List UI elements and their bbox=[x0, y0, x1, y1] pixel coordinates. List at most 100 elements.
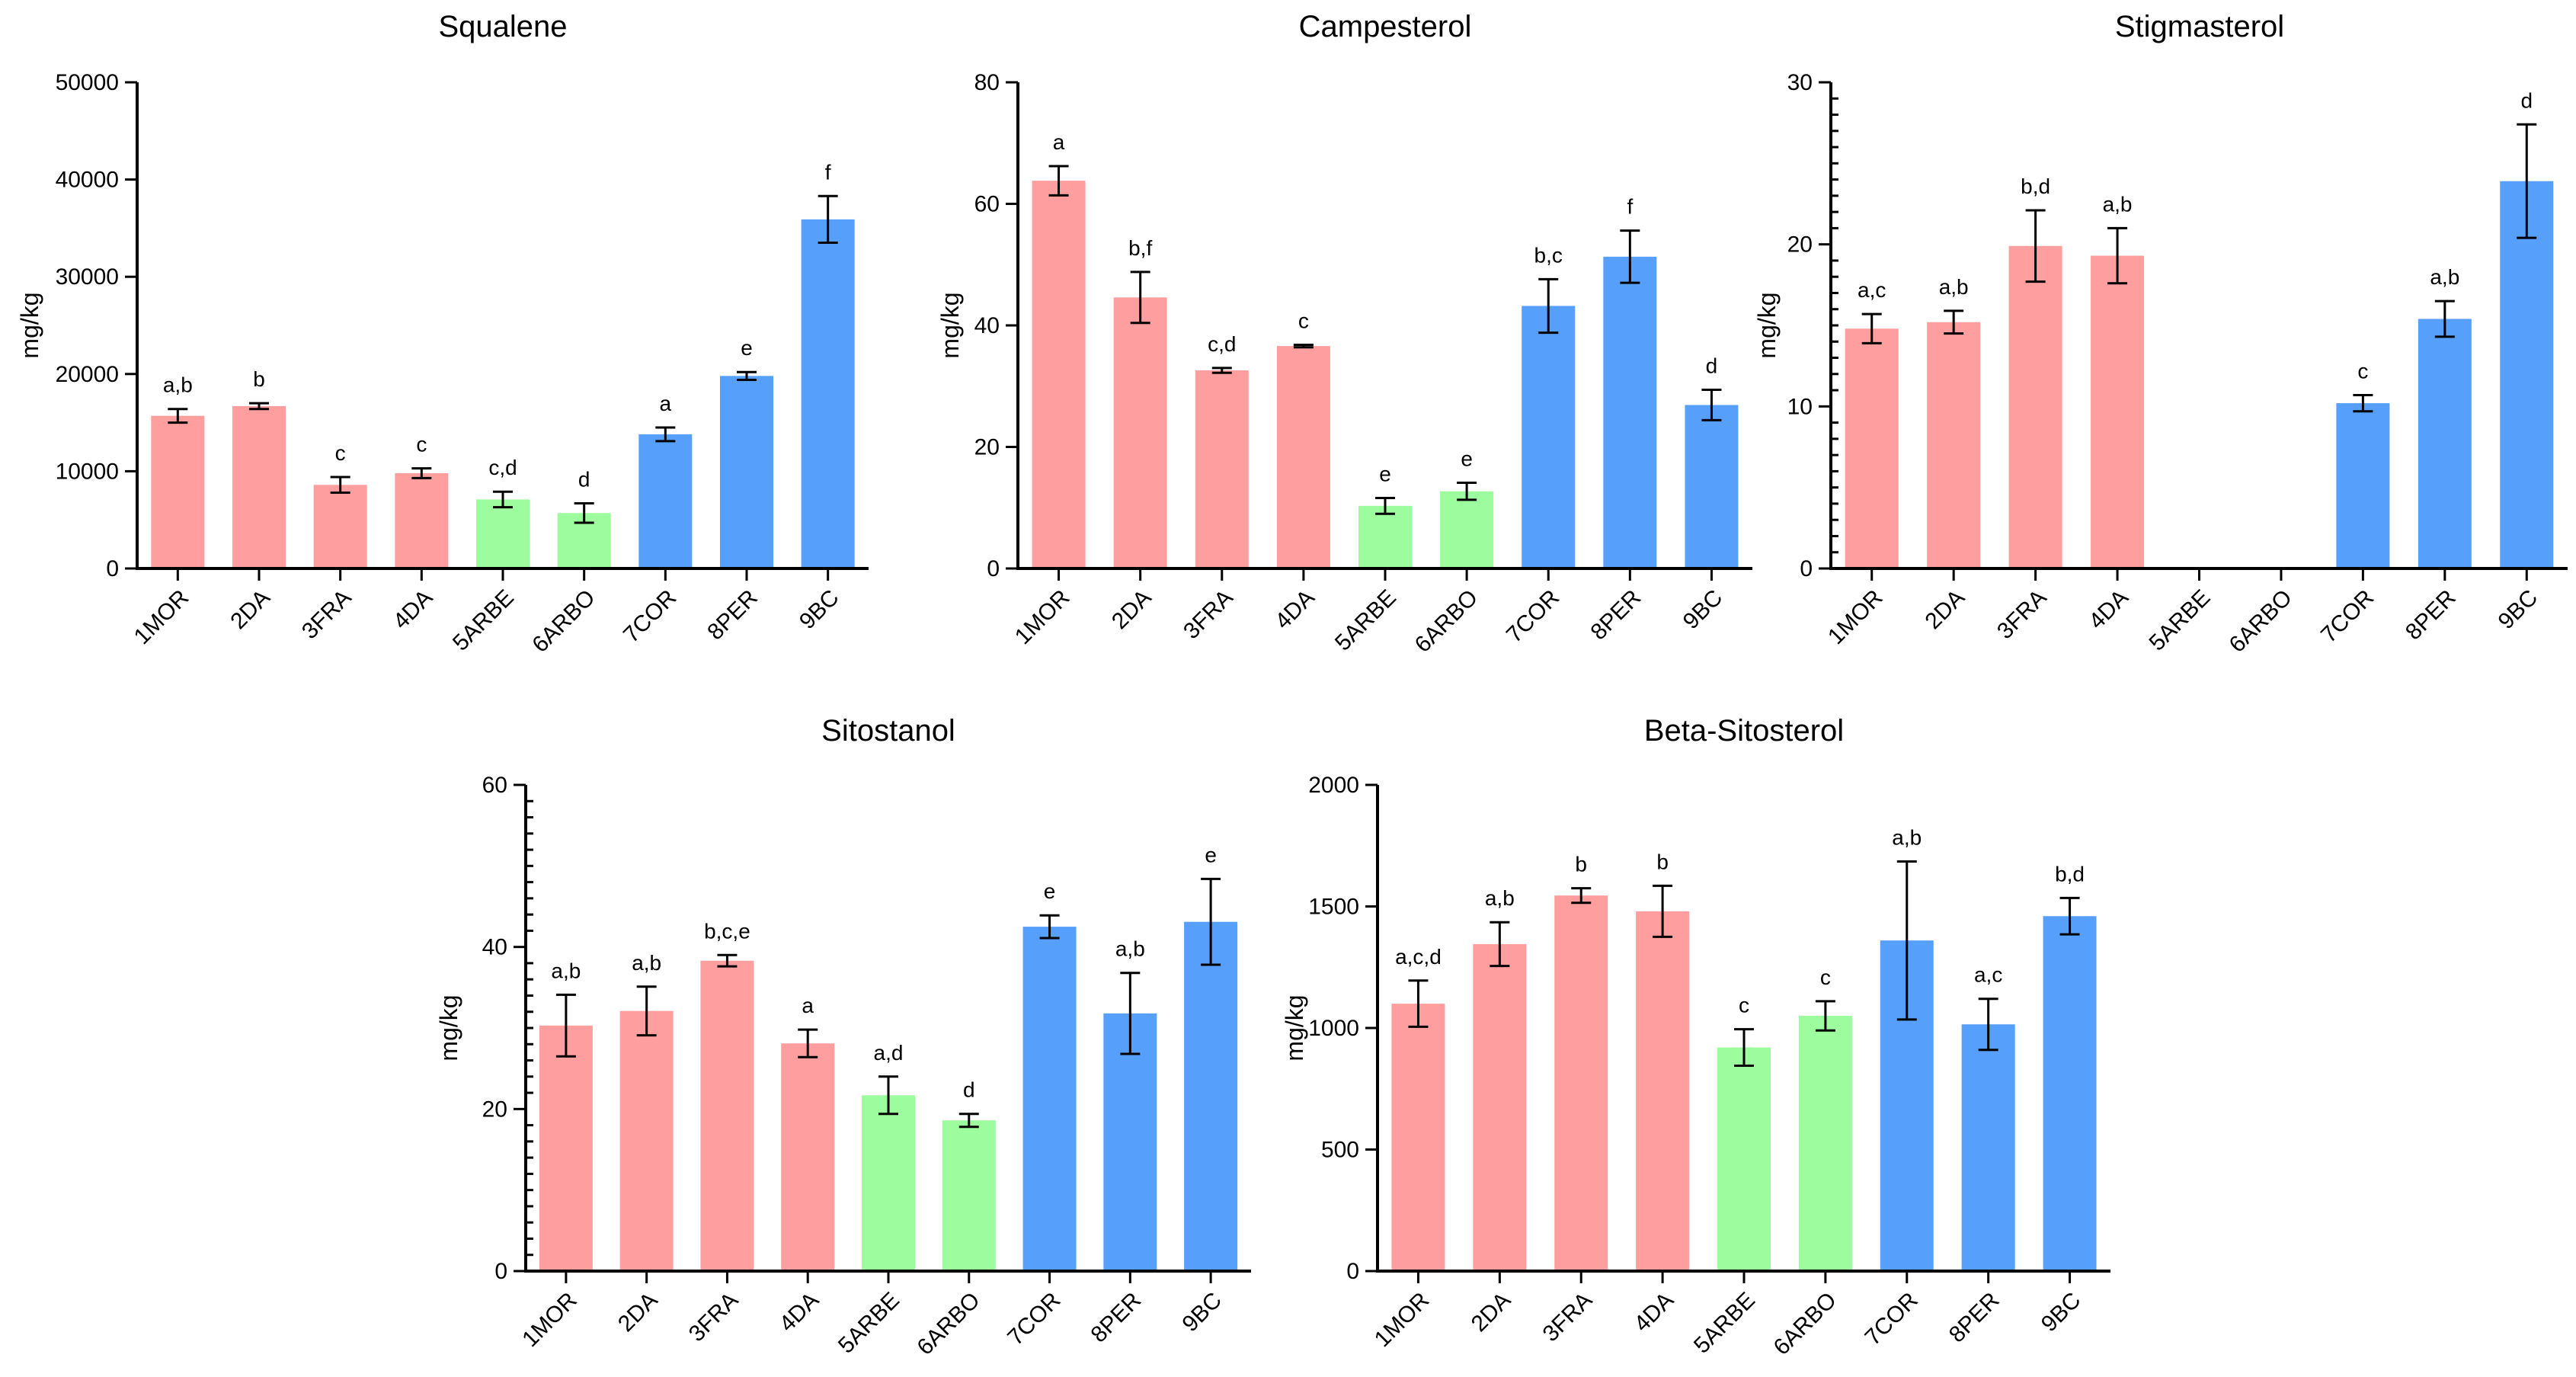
y-tick-label: 60 bbox=[974, 192, 1000, 217]
x-tick-label: 2DA bbox=[1921, 585, 1970, 635]
significance-label: c bbox=[1820, 966, 1831, 989]
x-tick-label: 8PER bbox=[702, 585, 763, 645]
y-tick-label: 50000 bbox=[56, 70, 119, 95]
significance-label: a,b bbox=[163, 373, 193, 397]
x-tick-label: 7COR bbox=[1860, 1288, 1922, 1350]
significance-label: e bbox=[1379, 462, 1391, 485]
beta-sitosterol-chart: Beta-Sitosterol mg/kg a,c,d 1MOR a,b 2DA b 3FRA… bbox=[1281, 714, 2110, 1360]
bar bbox=[619, 1010, 674, 1271]
bar bbox=[1927, 322, 1981, 568]
significance-label: b bbox=[253, 367, 265, 391]
y-tick-label: 40 bbox=[482, 935, 507, 960]
sitostanol-chart: Sitostanol mg/kg a,b 1MOR a,b 2DA b,c,e 3FRA a 4D… bbox=[435, 714, 1251, 1360]
significance-label: c bbox=[416, 433, 427, 456]
bar bbox=[1522, 306, 1576, 568]
x-tick-label: 9BC bbox=[1177, 1288, 1227, 1337]
significance-label: d bbox=[1706, 354, 1718, 378]
significance-label: e bbox=[1044, 879, 1056, 903]
bar bbox=[539, 1025, 593, 1271]
significance-label: a,d bbox=[874, 1041, 904, 1065]
significance-label: b,d bbox=[2055, 862, 2085, 885]
bar bbox=[1473, 943, 1527, 1271]
bar bbox=[1440, 491, 1494, 568]
x-tick-label: 5ARBE bbox=[834, 1288, 904, 1359]
significance-label: a bbox=[660, 392, 672, 415]
y-tick-label: 20 bbox=[482, 1097, 507, 1122]
x-tick-label: 6ARBO bbox=[912, 1288, 984, 1360]
bar bbox=[1603, 256, 1657, 568]
x-tick-label: 3FRA bbox=[1538, 1288, 1598, 1347]
significance-label: e bbox=[1205, 843, 1217, 866]
x-tick-label: 3FRA bbox=[684, 1288, 744, 1347]
significance-label: c bbox=[1298, 309, 1309, 333]
y-tick-label: 1000 bbox=[1308, 1016, 1359, 1041]
bar bbox=[2500, 181, 2554, 568]
bar bbox=[1113, 297, 1167, 568]
significance-label: a,c bbox=[1858, 278, 1886, 302]
x-tick-label: 7COR bbox=[619, 585, 681, 648]
x-tick-label: 2DA bbox=[1107, 585, 1157, 635]
bar bbox=[638, 434, 693, 568]
bar bbox=[1685, 405, 1739, 568]
bar bbox=[1798, 1016, 1852, 1271]
x-tick-label: 1MOR bbox=[1010, 585, 1075, 650]
significance-label: a,b bbox=[1939, 275, 1969, 299]
bar bbox=[232, 405, 286, 568]
significance-label: d bbox=[2520, 88, 2533, 112]
y-tick-label: 0 bbox=[494, 1259, 507, 1284]
x-tick-label: 3FRA bbox=[1992, 585, 2052, 645]
y-axis-label: mg/kg bbox=[16, 292, 43, 358]
y-tick-label: 20 bbox=[974, 435, 1000, 460]
y-axis-label: mg/kg bbox=[435, 994, 462, 1061]
bar bbox=[1276, 346, 1330, 568]
bar bbox=[2008, 245, 2062, 568]
bar bbox=[476, 499, 530, 568]
significance-label: a,b bbox=[551, 959, 581, 982]
x-tick-label: 8PER bbox=[1586, 585, 1646, 645]
y-tick-label: 20000 bbox=[56, 362, 119, 387]
x-tick-label: 5ARBE bbox=[448, 585, 519, 656]
x-tick-label: 7COR bbox=[1003, 1288, 1065, 1350]
bar bbox=[942, 1120, 996, 1271]
bar bbox=[2336, 403, 2390, 568]
squalene-chart: Squalene mg/kg a,b 1MOR b 2DA c 3FRA c 4DA c,d 5ARB… bbox=[16, 10, 869, 658]
significance-label: b,c,e bbox=[704, 919, 750, 943]
significance-label: e bbox=[1461, 447, 1473, 471]
bar bbox=[1636, 911, 1690, 1271]
significance-label: a,c bbox=[1974, 963, 2002, 987]
bar bbox=[801, 219, 855, 568]
y-tick-label: 10 bbox=[1787, 394, 1813, 419]
x-tick-label: 2DA bbox=[226, 585, 275, 635]
y-tick-label: 30 bbox=[1787, 70, 1813, 95]
significance-label: c bbox=[2357, 359, 2368, 383]
x-tick-label: 4DA bbox=[775, 1288, 824, 1337]
y-axis-label: mg/kg bbox=[936, 292, 964, 358]
significance-label: b,f bbox=[1128, 236, 1152, 260]
significance-label: d bbox=[578, 468, 590, 492]
significance-label: b,c bbox=[1534, 243, 1563, 267]
significance-label: a,b bbox=[2103, 192, 2133, 216]
stigmasterol-chart: Stigmasterol mg/kg a,c 1MOR a,b 2DA b,d 3FRA a,b… bbox=[1753, 10, 2568, 658]
bar bbox=[1717, 1047, 1771, 1271]
y-tick-label: 40 bbox=[974, 313, 1000, 338]
y-tick-label: 40000 bbox=[56, 168, 119, 193]
y-tick-label: 0 bbox=[1800, 556, 1813, 581]
significance-label: f bbox=[825, 160, 831, 184]
significance-label: a,b bbox=[1115, 937, 1145, 961]
significance-label: a bbox=[1053, 130, 1065, 154]
bar bbox=[2091, 255, 2145, 568]
x-tick-label: 4DA bbox=[1629, 1288, 1678, 1337]
bar bbox=[1391, 1004, 1445, 1271]
significance-label: b bbox=[1575, 853, 1587, 876]
significance-label: a,c,d bbox=[1395, 945, 1442, 969]
x-tick-label: 9BC bbox=[795, 585, 844, 635]
x-tick-label: 6ARBO bbox=[1769, 1288, 1842, 1360]
x-tick-label: 7COR bbox=[2316, 585, 2379, 648]
campesterol-chart: Campesterol mg/kg a 1MOR b,f 2DA c,d 3FRA c 4DA e 5… bbox=[936, 10, 1752, 658]
x-tick-label: 1MOR bbox=[1823, 585, 1888, 650]
bar bbox=[395, 472, 449, 568]
x-tick-label: 4DA bbox=[2084, 585, 2133, 635]
x-tick-label: 1MOR bbox=[130, 585, 194, 650]
y-tick-label: 10000 bbox=[56, 459, 119, 484]
